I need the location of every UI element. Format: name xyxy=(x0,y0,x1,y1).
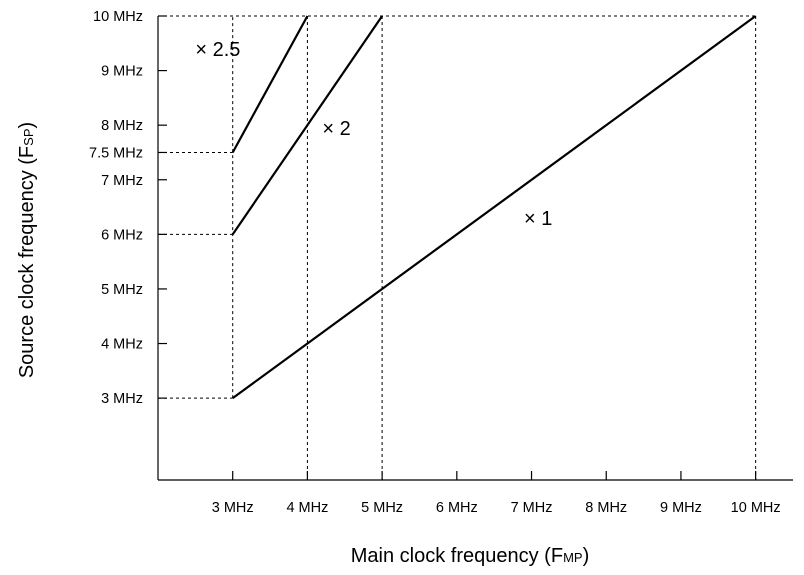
x-tick-label: 5 MHz xyxy=(361,500,403,516)
x-tick-label: 3 MHz xyxy=(212,500,254,516)
y-axis-title: Source clock frequency (FSP) xyxy=(16,122,38,378)
series-line-1 xyxy=(232,15,757,400)
y-tick-label: 9 MHz xyxy=(101,64,143,80)
y-tick-label: 10 MHz xyxy=(93,9,143,25)
x-tick-label: 9 MHz xyxy=(660,500,702,516)
y-axis-title-subscript: SP xyxy=(21,129,36,146)
series-label-2: × 2 xyxy=(322,118,350,140)
y-tick-label: 6 MHz xyxy=(101,227,143,243)
x-tick-label: 7 MHz xyxy=(511,500,553,516)
series-lines xyxy=(231,15,757,400)
series-line-2 xyxy=(231,15,384,235)
y-tick-label: 7.5 MHz xyxy=(89,145,143,161)
x-axis-title-subscript: MP xyxy=(563,550,583,565)
y-tick-label: 8 MHz xyxy=(101,118,143,134)
tick-labels: 3 MHz 4 MHz 5 MHz 6 MHz 7 MHz 8 MHz 9 MHz 10 MH… xyxy=(89,9,781,516)
x-tick-label: 8 MHz xyxy=(585,500,627,516)
y-axis-title-end: ) xyxy=(16,122,38,129)
axes xyxy=(157,15,793,481)
y-axis-title-main: Source clock frequency (F xyxy=(16,146,38,378)
y-tick-label: 3 MHz xyxy=(101,391,143,407)
x-axis-title-main: Main clock frequency (F xyxy=(351,545,563,567)
x-tick-label: 10 MHz xyxy=(731,500,781,516)
y-tick-label: 5 MHz xyxy=(101,282,143,298)
guide-lines xyxy=(158,15,757,480)
x-axis-title-end: ) xyxy=(583,545,590,567)
series-label-1: × 1 xyxy=(524,208,552,230)
x-axis-title: Main clock frequency (FMP) xyxy=(351,545,589,567)
series-label-3: × 2.5 xyxy=(195,39,240,61)
series-labels: × 1 × 2 × 2.5 xyxy=(195,39,552,230)
x-tick-label: 4 MHz xyxy=(286,500,328,516)
y-tick-label: 4 MHz xyxy=(101,337,143,353)
y-tick-label: 7 MHz xyxy=(101,173,143,189)
series-line-3 xyxy=(231,15,309,153)
x-tick-label: 6 MHz xyxy=(436,500,478,516)
